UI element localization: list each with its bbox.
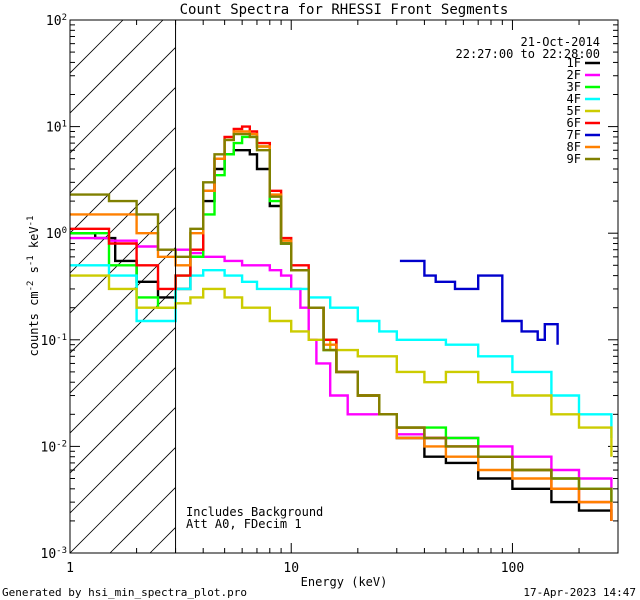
hatch-line: [70, 86, 176, 194]
chart-title: Count Spectra for RHESSI Front Segments: [180, 2, 509, 18]
legend-label: 1F: [567, 56, 581, 70]
x-axis-label: Energy (keV): [301, 575, 388, 589]
hatch-line: [70, 20, 164, 114]
x-tick-label: 10: [283, 561, 299, 576]
legend-label: 4F: [567, 92, 581, 106]
hatch-line: [70, 166, 176, 274]
hatch-line: [70, 366, 176, 474]
legend-label: 2F: [567, 68, 581, 82]
x-tick-label: 1: [66, 561, 74, 576]
hatch-line: [70, 126, 176, 234]
hatch-line: [70, 46, 176, 154]
legend-label: 3F: [567, 80, 581, 94]
footer-timestamp: 17-Apr-2023 14:47: [523, 586, 636, 599]
series-6f: [70, 125, 613, 521]
plot-frame: [69, 19, 619, 554]
date-annotation: 21-Oct-2014: [521, 35, 600, 49]
legend-label: 5F: [567, 104, 581, 118]
hatch-line: [390, 20, 640, 553]
time-range-annotation: 22:27:00 to 22:28:00: [456, 47, 601, 61]
y-axis-label-exp2: -1: [26, 255, 36, 266]
legend-label: 9F: [567, 152, 581, 166]
hatch-line: [70, 20, 124, 74]
y-axis-label-exp3: -1: [26, 216, 36, 227]
hatch-line: [70, 326, 176, 434]
hatch-line: [70, 446, 176, 553]
series-5f: [70, 274, 613, 457]
hatch-line: [70, 286, 176, 394]
series-8f: [70, 130, 613, 521]
x-tick-labels: 1 10 100: [66, 561, 524, 576]
y-tick-label: 102: [46, 13, 67, 29]
y-axis-label-unit: keV: [27, 226, 41, 255]
attenuator-note: Att A0, FDecim 1: [186, 517, 302, 531]
series-7f: [399, 259, 559, 345]
hatch-line: [70, 246, 176, 354]
y-tick-label: 101: [46, 120, 67, 136]
y-tick-labels: 102 101 100 10-1 10-2 10-3: [41, 13, 68, 562]
series-9f: [70, 132, 613, 503]
legend-label: 7F: [567, 128, 581, 142]
y-axis-label: counts cm-2 s-1 keV-1: [26, 216, 41, 357]
y-axis-label-main: counts cm: [27, 291, 41, 356]
y-tick-label: 100: [46, 226, 67, 242]
hatch-line: [70, 406, 176, 514]
hatch-line: [70, 206, 176, 314]
y-axis-label-mid: s: [27, 266, 41, 280]
y-tick-label: 10-1: [41, 333, 68, 349]
hatch-line: [430, 20, 640, 553]
hatch-line: [470, 20, 640, 553]
series-layer: [70, 125, 613, 521]
series-2f: [70, 236, 613, 489]
excluded-energy-region: [70, 20, 640, 553]
series-1f: [70, 149, 613, 521]
background-note: Includes Background: [186, 505, 323, 519]
footer-generated: Generated by hsi_min_spectra_plot.pro: [2, 586, 247, 599]
axis-ticks: [69, 19, 619, 554]
y-axis-label-exp1: -2: [26, 281, 36, 292]
legend-label: 6F: [567, 116, 581, 130]
y-tick-label: 10-3: [41, 546, 68, 562]
legend-label: 8F: [567, 140, 581, 154]
x-tick-label: 100: [501, 561, 524, 576]
y-tick-label: 10-2: [41, 439, 68, 455]
